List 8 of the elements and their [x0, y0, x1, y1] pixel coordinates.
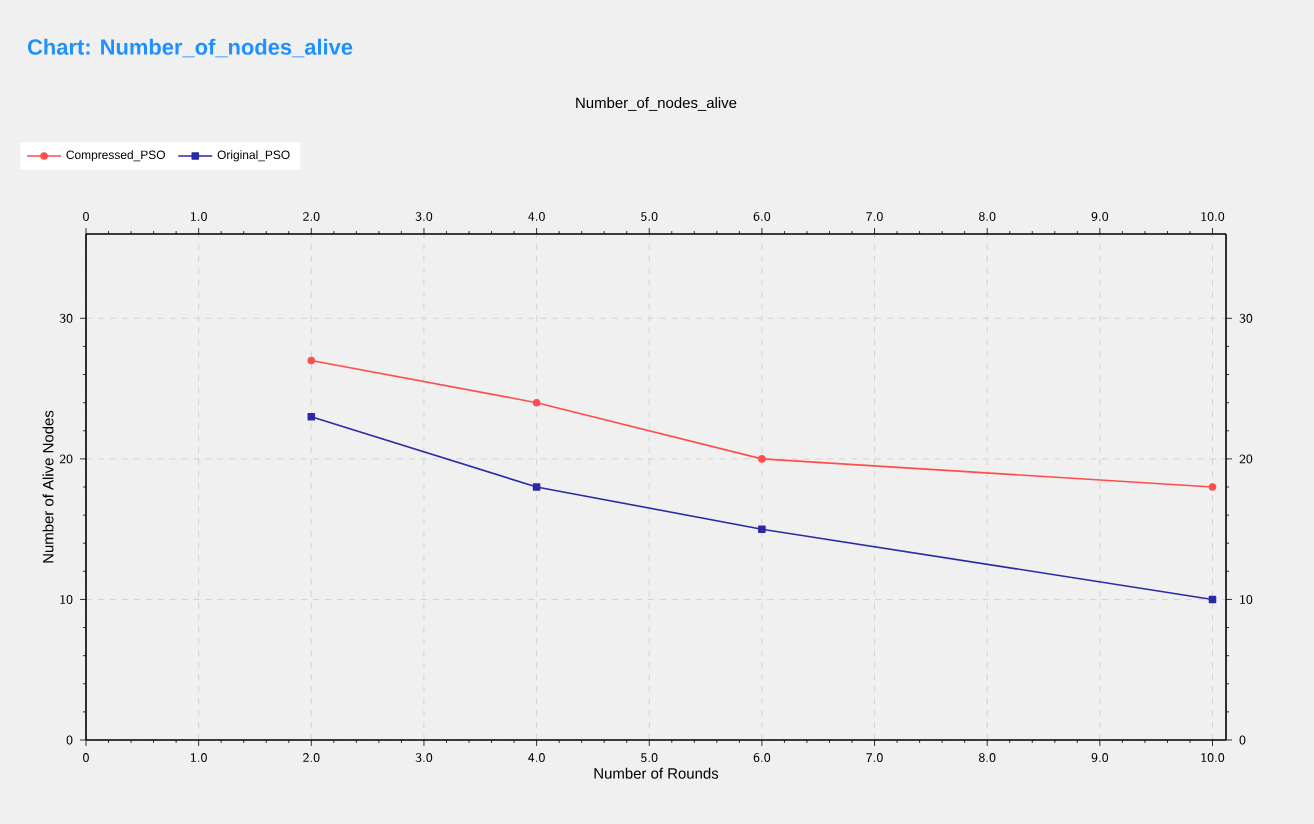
- point: [758, 455, 766, 463]
- point: [1208, 483, 1217, 491]
- point: [307, 412, 316, 421]
- point: [758, 525, 766, 533]
- point: [532, 398, 541, 407]
- point: [307, 356, 316, 365]
- chart-title: Chart: Number_of_nodes_alive: [27, 38, 353, 58]
- point: [532, 483, 541, 491]
